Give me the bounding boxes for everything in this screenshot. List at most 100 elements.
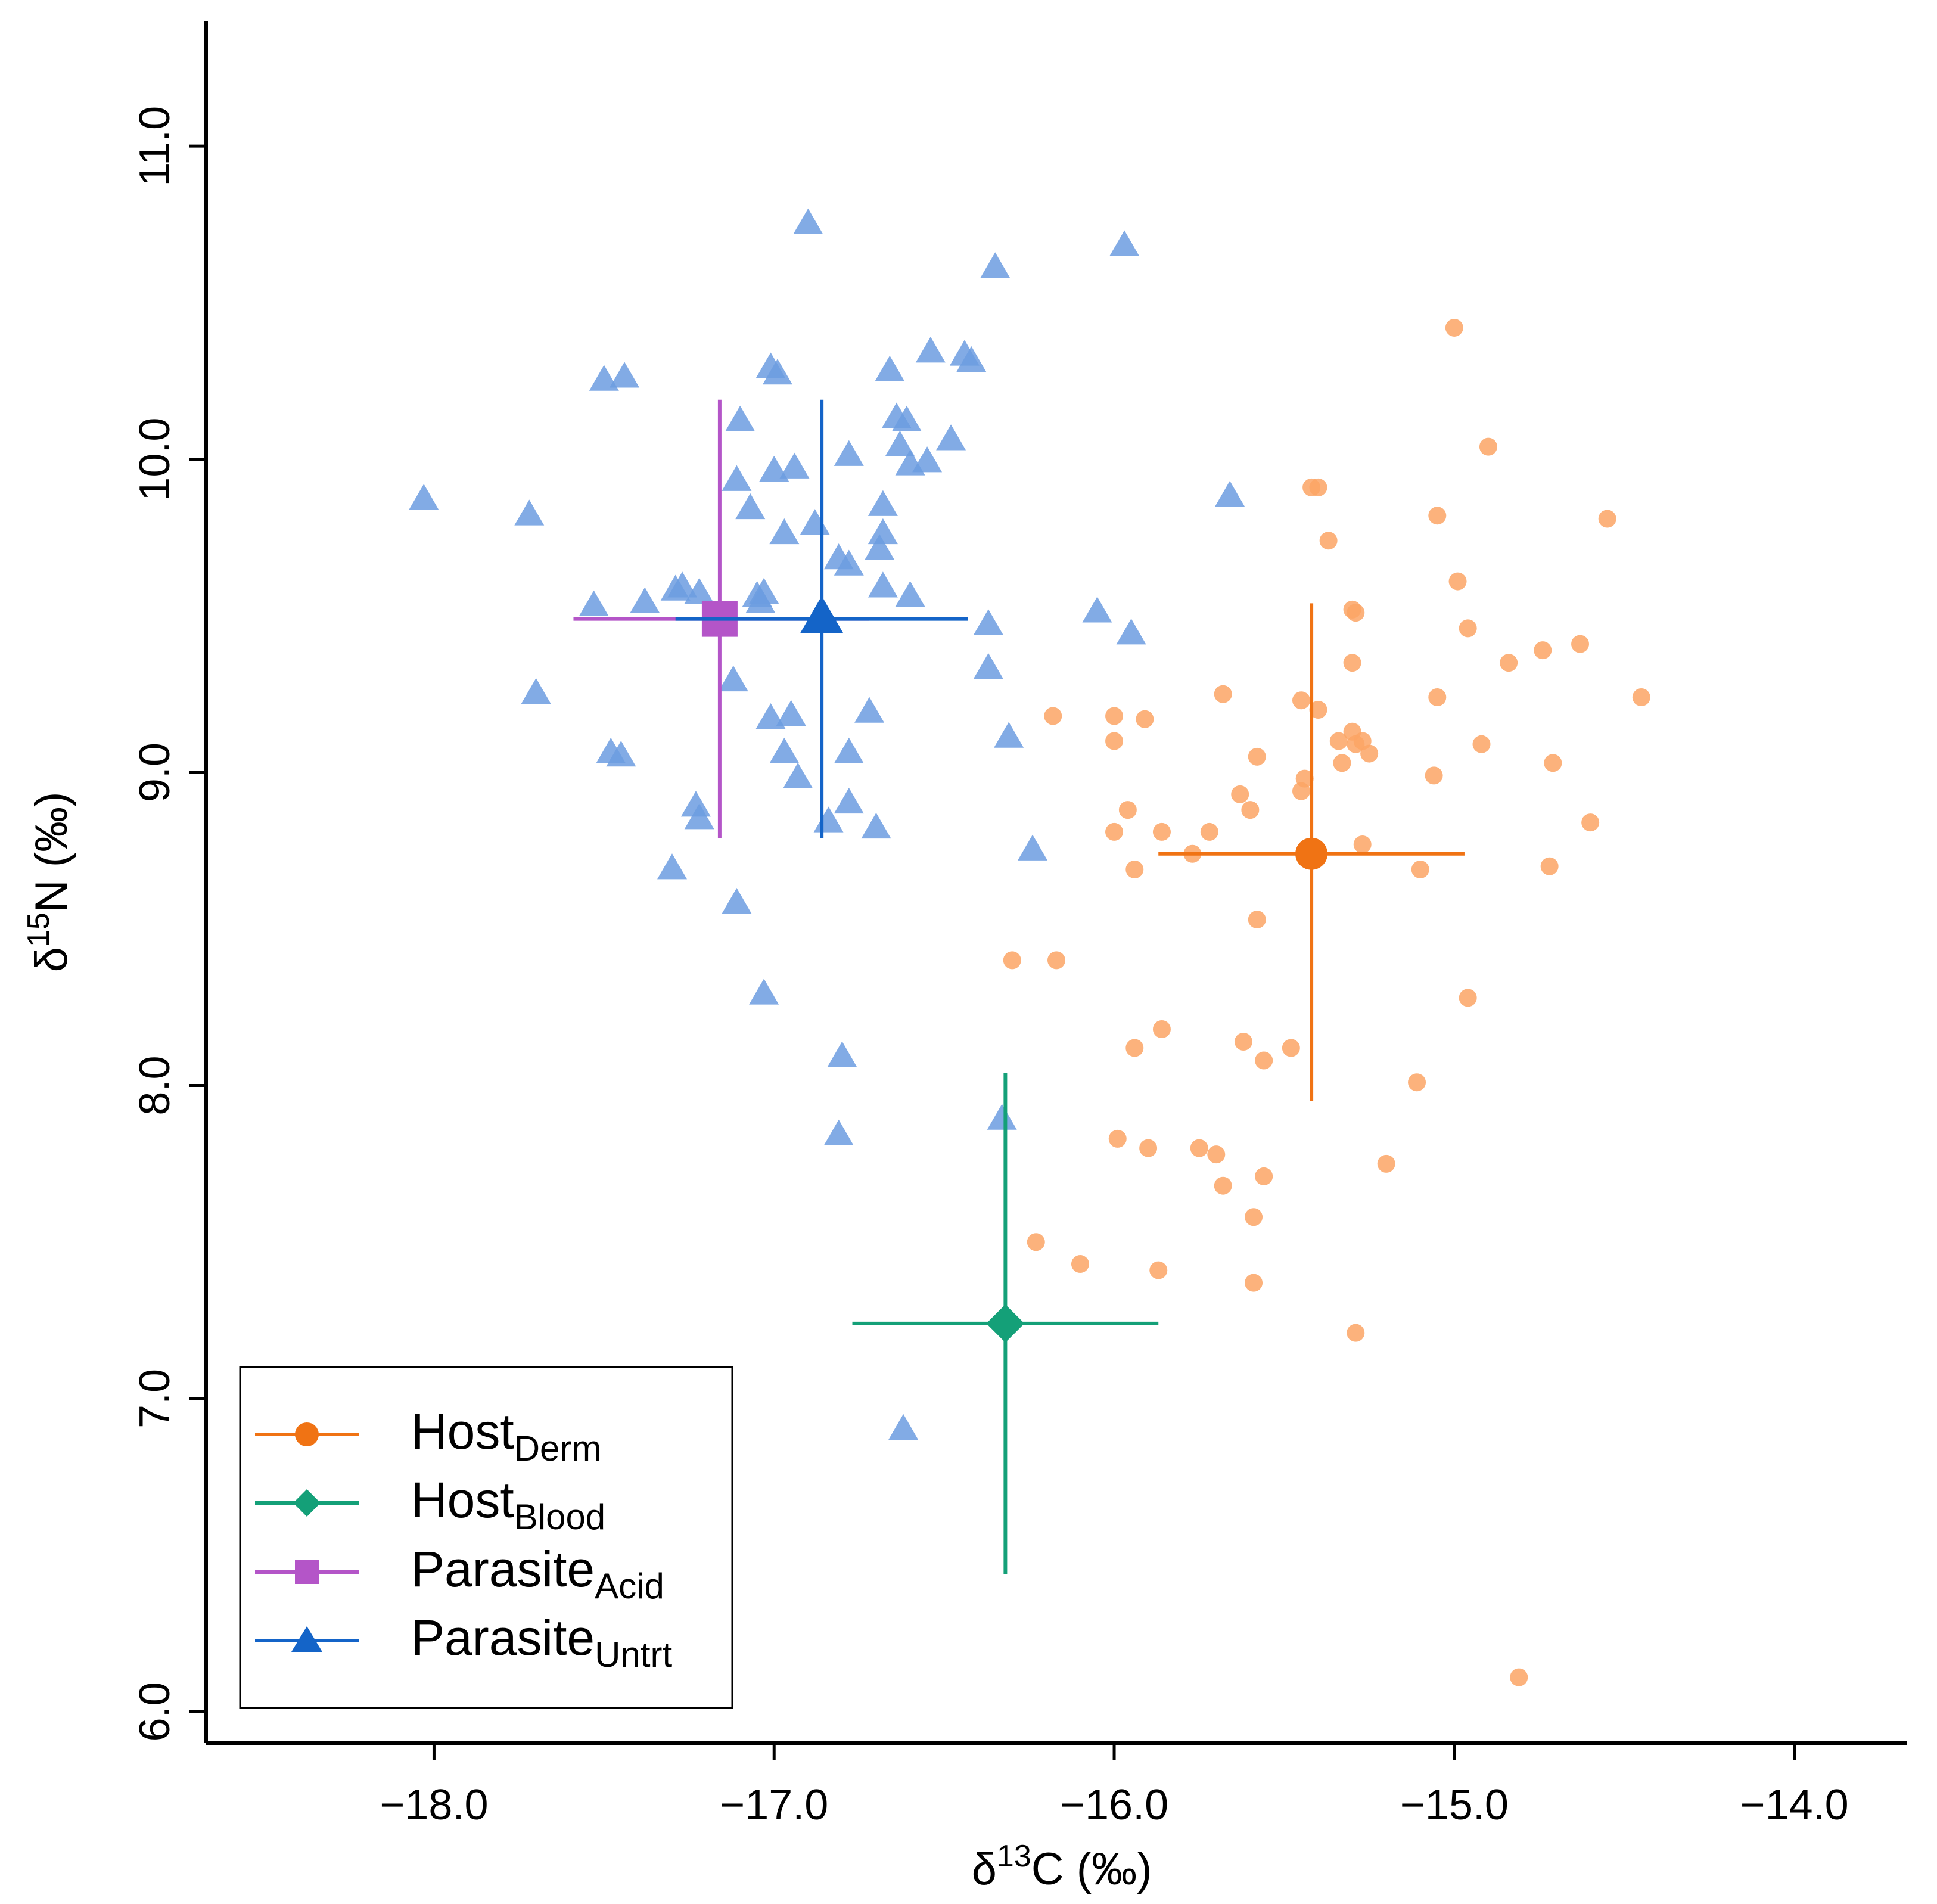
- host-derm-point: [1309, 701, 1327, 719]
- legend-host-derm-sub: Derm: [514, 1428, 602, 1468]
- parasite-untrt-point: [657, 853, 687, 880]
- host-derm-point: [1003, 951, 1021, 970]
- legend-box: [239, 1366, 733, 1709]
- parasite-untrt-point: [1215, 480, 1245, 507]
- host-blood-mean-marker: [986, 1304, 1025, 1343]
- legend-parasite-untrt-label: ParasiteUntrt: [411, 1610, 673, 1675]
- parasite-untrt-point: [579, 590, 609, 617]
- parasite-untrt-mean-marker: [800, 596, 844, 633]
- x-axis-title-element: C: [1031, 1844, 1064, 1894]
- host-derm-point: [1241, 801, 1260, 819]
- x-ticks: −18.0 −17.0 −16.0 −15.0 −14.0: [380, 1743, 1849, 1829]
- parasite-untrt-point: [745, 587, 776, 613]
- host-derm-point: [1248, 747, 1266, 766]
- parasite-untrt-point: [868, 490, 898, 516]
- legend-host-derm-name: Host: [411, 1403, 514, 1459]
- parasite-untrt-point: [1109, 230, 1140, 256]
- host-derm-point: [1472, 735, 1491, 753]
- legend-host-blood-label: HostBlood: [411, 1472, 605, 1537]
- y-axis-title: δ15N (‰): [21, 792, 77, 973]
- parasite-untrt-point: [684, 803, 714, 830]
- parasite-untrt-point: [973, 609, 1003, 635]
- parasite-untrt-point: [793, 208, 823, 234]
- y-tick-label: 6.0: [131, 1682, 179, 1741]
- parasite-untrt-point: [680, 791, 711, 817]
- legend-host-blood-name: Host: [411, 1472, 514, 1528]
- parasite-untrt-point: [868, 518, 898, 545]
- parasite-untrt-point: [834, 549, 864, 576]
- host-derm-point: [1234, 1032, 1252, 1051]
- parasite-untrt-point: [875, 355, 905, 381]
- x-axis-title-symbol: δ: [972, 1844, 997, 1894]
- parasite-untrt-point: [722, 887, 752, 914]
- x-axis-title-sup: 13: [997, 1839, 1031, 1874]
- host-derm-point: [1108, 1129, 1127, 1148]
- parasite-untrt-point: [888, 1414, 919, 1440]
- y-tick-label: 11.0: [131, 106, 179, 187]
- host-derm-point: [1333, 754, 1351, 772]
- parasite-untrt-point: [987, 1104, 1017, 1130]
- host-derm-point: [1632, 688, 1650, 706]
- host-derm-point: [1540, 857, 1559, 875]
- host-derm-point: [1459, 989, 1477, 1007]
- host-derm-point: [1136, 710, 1154, 728]
- host-derm-point: [1500, 654, 1518, 672]
- parasite-untrt-point: [1018, 834, 1048, 861]
- legend-parasite-acid-marker: [295, 1560, 319, 1584]
- x-tick-label: −15.0: [1400, 1781, 1509, 1829]
- parasite-untrt-point: [868, 571, 898, 598]
- host-derm-point: [1445, 318, 1463, 337]
- x-tick-label: −17.0: [720, 1781, 828, 1829]
- legend-host-derm-label: HostDerm: [411, 1403, 601, 1468]
- parasite-untrt-point: [409, 484, 439, 510]
- y-axis-title-sup: 15: [21, 912, 56, 947]
- host-derm-point: [1292, 691, 1310, 710]
- parasite-untrt-point: [980, 252, 1011, 278]
- legend-host-blood-marker: [293, 1489, 321, 1517]
- host-derm-point: [1125, 860, 1144, 878]
- host-derm-point: [1428, 507, 1447, 525]
- parasite-untrt-point: [865, 534, 895, 560]
- legend-item-parasite-acid: ParasiteAcid: [255, 1541, 664, 1606]
- host-derm-point: [1347, 604, 1365, 622]
- y-axis-title-unit: (‰): [26, 792, 77, 868]
- host-derm-point: [1598, 510, 1616, 528]
- parasite-untrt-point: [827, 1041, 857, 1067]
- host-derm-point: [1149, 1261, 1168, 1279]
- parasite-untrt-point: [779, 452, 810, 479]
- host-derm-point: [1479, 437, 1497, 456]
- parasite-untrt-point: [718, 665, 748, 692]
- legend-parasite-untrt-marker: [291, 1626, 322, 1652]
- host-derm-point: [1190, 1139, 1208, 1157]
- host-derm-point: [1292, 782, 1310, 800]
- parasite-untrt-point: [722, 465, 752, 491]
- host-derm-point: [1105, 732, 1124, 750]
- host-derm-point: [1071, 1255, 1089, 1274]
- parasite-untrt-point: [912, 446, 943, 473]
- x-axis-title-unit: (‰): [1077, 1844, 1152, 1894]
- host-derm-point: [1245, 1208, 1263, 1226]
- x-tick-label: −14.0: [1740, 1781, 1849, 1829]
- host-derm-point: [1105, 822, 1124, 841]
- host-derm-point: [1353, 835, 1372, 853]
- host-derm-point: [1248, 911, 1266, 929]
- host-derm-point: [1255, 1167, 1273, 1185]
- host-derm-point: [1200, 822, 1218, 841]
- y-axis-title-symbol: δ: [26, 947, 77, 972]
- y-tick-label: 7.0: [131, 1369, 179, 1428]
- parasite-untrt-point: [895, 449, 925, 476]
- parasite-untrt-point: [769, 737, 800, 763]
- parasite-untrt-point: [973, 653, 1003, 679]
- parasite-untrt-point: [936, 424, 966, 451]
- host-derm-point: [1214, 1176, 1232, 1195]
- host-derm-point: [1377, 1154, 1395, 1173]
- parasite-untrt-point: [725, 405, 755, 432]
- parasite-untrt-point: [769, 518, 800, 545]
- parasite-untrt-point: [854, 697, 885, 723]
- host-derm-point: [1459, 619, 1477, 638]
- host-derm-point: [1571, 635, 1590, 653]
- parasite-untrt-point: [735, 493, 766, 520]
- host-derm-point: [1105, 707, 1124, 725]
- parasite-untrt-point: [956, 346, 987, 372]
